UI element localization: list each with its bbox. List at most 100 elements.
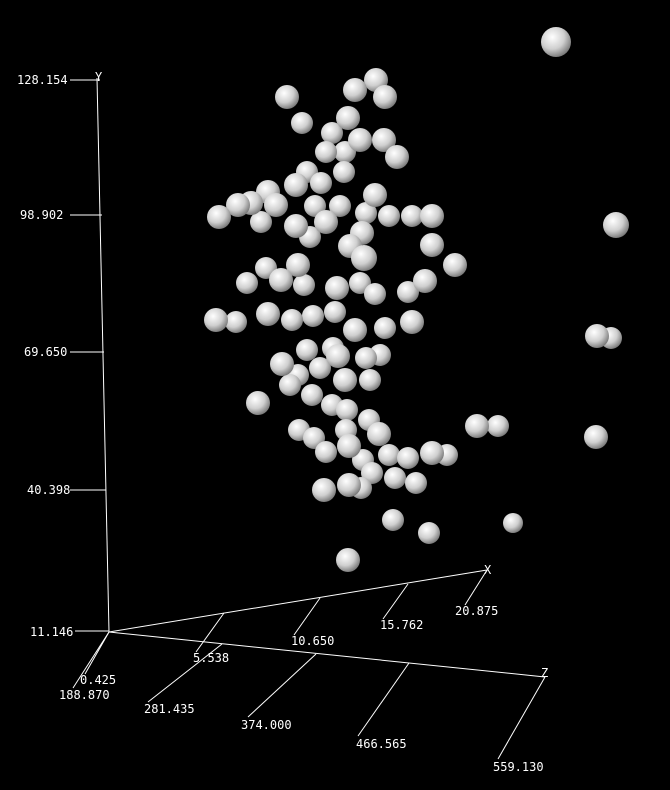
- x-axis-label: X: [484, 563, 492, 577]
- data-point-sphere: [226, 193, 250, 217]
- data-point-sphere: [603, 212, 629, 238]
- x-tick: [464, 569, 488, 606]
- data-point-sphere: [400, 310, 424, 334]
- data-point-sphere: [337, 473, 361, 497]
- x-tick-label: 10.650: [291, 634, 334, 648]
- data-point-sphere: [397, 447, 419, 469]
- data-point-sphere: [348, 128, 372, 152]
- x-tick: [382, 583, 409, 620]
- data-point-sphere: [284, 214, 308, 238]
- data-point-sphere: [359, 369, 381, 391]
- data-point-sphere: [336, 106, 360, 130]
- data-point-sphere: [309, 357, 331, 379]
- data-point-sphere: [337, 434, 361, 458]
- data-point-sphere: [413, 269, 437, 293]
- data-point-sphere: [264, 193, 288, 217]
- data-point-sphere: [397, 281, 419, 303]
- data-point-sphere: [336, 548, 360, 572]
- data-point-sphere: [270, 352, 294, 376]
- data-point-sphere: [465, 414, 489, 438]
- z-tick: [147, 643, 223, 703]
- axis-labels: 128.154 98.902 69.650 40.398 11.146 Y 0.…: [17, 70, 548, 774]
- data-point-sphere: [584, 425, 608, 449]
- data-point-sphere: [585, 324, 609, 348]
- data-point-sphere: [302, 305, 324, 327]
- data-point-sphere: [321, 122, 343, 144]
- z-tick-label: 559.130: [493, 760, 544, 774]
- data-point-sphere: [286, 253, 310, 277]
- data-point-sphere: [373, 85, 397, 109]
- data-point-sphere: [281, 309, 303, 331]
- data-point-sphere: [333, 161, 355, 183]
- y-tick-label: 11.146: [30, 625, 73, 639]
- y-axis-label: Y: [95, 70, 103, 84]
- data-point-sphere: [293, 274, 315, 296]
- data-point-sphere: [275, 85, 299, 109]
- data-point-sphere: [310, 172, 332, 194]
- z-tick-label: 466.565: [356, 737, 407, 751]
- x-tick: [293, 597, 321, 636]
- y-axis-line: [96, 77, 110, 633]
- data-point-sphere: [301, 384, 323, 406]
- data-point-sphere: [378, 205, 400, 227]
- x-axis-line: [108, 569, 488, 633]
- data-point-sphere: [250, 211, 272, 233]
- data-point-sphere: [236, 272, 258, 294]
- data-point-sphere: [269, 268, 293, 292]
- z-axis-line: [108, 631, 546, 678]
- data-point-sphere: [336, 399, 358, 421]
- data-point-sphere: [279, 374, 301, 396]
- z-axis-label: Z: [541, 666, 548, 680]
- data-point-sphere: [325, 276, 349, 300]
- data-point-sphere: [364, 283, 386, 305]
- data-point-sphere: [329, 195, 351, 217]
- data-point-sphere: [207, 205, 231, 229]
- data-point-sphere: [312, 478, 336, 502]
- data-point-sphere: [351, 245, 377, 271]
- y-tick-label: 98.902: [20, 208, 63, 222]
- data-point-sphere: [291, 112, 313, 134]
- data-point-sphere: [355, 347, 377, 369]
- data-point-sphere: [363, 183, 387, 207]
- x-tick-label: 5.538: [193, 651, 229, 665]
- x-tick: [195, 612, 225, 653]
- data-point-sphere: [372, 128, 396, 152]
- data-point-sphere: [405, 472, 427, 494]
- y-tick-label: 40.398: [27, 483, 70, 497]
- data-point-sphere: [343, 318, 367, 342]
- z-tick: [247, 653, 317, 718]
- data-point-sphere: [326, 344, 350, 368]
- x-tick-label: 20.875: [455, 604, 498, 618]
- data-points: [204, 27, 629, 572]
- data-point-sphere: [487, 415, 509, 437]
- data-point-sphere: [503, 513, 523, 533]
- data-point-sphere: [378, 444, 400, 466]
- data-point-sphere: [246, 391, 270, 415]
- data-point-sphere: [384, 467, 406, 489]
- z-tick-label: 374.000: [241, 718, 292, 732]
- data-point-sphere: [420, 204, 444, 228]
- y-tick-label: 128.154: [17, 73, 68, 87]
- data-point-sphere: [296, 339, 318, 361]
- data-point-sphere: [333, 368, 357, 392]
- y-tick-label: 69.650: [24, 345, 67, 359]
- data-point-sphere: [382, 509, 404, 531]
- data-point-sphere: [367, 422, 391, 446]
- x-tick-label: 0.425: [80, 673, 116, 687]
- z-tick: [497, 676, 546, 760]
- data-point-sphere: [343, 78, 367, 102]
- axes: [70, 77, 546, 760]
- data-point-sphere: [420, 441, 444, 465]
- data-point-sphere: [443, 253, 467, 277]
- z-tick: [72, 631, 110, 689]
- data-point-sphere: [256, 302, 280, 326]
- x-tick-label: 15.762: [380, 618, 423, 632]
- z-tick: [357, 662, 410, 737]
- data-point-sphere: [314, 210, 338, 234]
- data-point-sphere: [401, 205, 423, 227]
- data-point-sphere: [315, 141, 337, 163]
- data-point-sphere: [315, 441, 337, 463]
- data-point-sphere: [355, 202, 377, 224]
- data-point-sphere: [385, 145, 409, 169]
